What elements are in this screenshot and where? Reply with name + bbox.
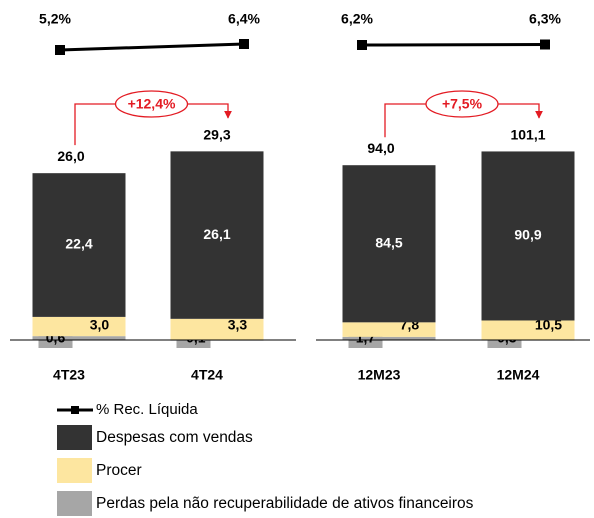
total-label: 26,0 (57, 148, 84, 164)
legend-swatch (57, 458, 92, 483)
annotation: +7,5% (442, 96, 483, 112)
bar-segment (170, 318, 264, 340)
data-label: 3,3 (228, 317, 248, 333)
annotation-bubble (114, 90, 189, 118)
bar-segment (481, 320, 575, 340)
data-label: 84,5 (375, 234, 402, 250)
line-series (59, 42, 245, 52)
legend-marker (71, 406, 79, 414)
x-tick-label: 12M24 (497, 367, 540, 383)
bar-segment (32, 173, 126, 317)
x-tick-label: 4T23 (53, 367, 85, 383)
legend-label: Despesas com vendas (96, 429, 253, 446)
data-label: 10,5 (535, 317, 562, 333)
line-label: 6,4% (228, 11, 260, 27)
data-label: 26,1 (203, 226, 230, 242)
bar-segment (342, 336, 436, 340)
line-label: 5,2% (39, 11, 71, 27)
line-marker (55, 45, 65, 55)
annotation: +12,4% (128, 96, 176, 112)
legend-swatch (57, 491, 92, 516)
legend-swatch (57, 425, 92, 450)
bar-segment (32, 336, 126, 340)
x-tick-label: 4T24 (191, 367, 223, 383)
bar-segment (170, 151, 264, 319)
total-label: 29,3 (203, 127, 230, 143)
x-tick-label: 12M23 (358, 367, 401, 383)
bar-segment (32, 316, 126, 337)
legend-label: Procer (96, 462, 142, 479)
line-marker (239, 39, 249, 49)
line-marker (357, 40, 367, 50)
bar-segment (481, 151, 575, 321)
bar-segment (342, 165, 436, 323)
total-label: 94,0 (367, 140, 394, 156)
line-series (361, 43, 546, 47)
bar-segment (342, 322, 436, 337)
data-label: 90,9 (514, 227, 541, 243)
total-label: 101,1 (510, 127, 545, 143)
annotation-bubble (425, 90, 499, 118)
data-label: 22,4 (65, 236, 92, 252)
line-marker (540, 39, 550, 50)
data-label: 3,0 (90, 317, 110, 333)
line-label: 6,3% (529, 11, 561, 27)
legend-label: % Rec. Líquida (96, 401, 198, 418)
line-label: 6,2% (341, 11, 373, 27)
legend-label: Perdas pela não recuperabilidade de ativ… (96, 495, 474, 512)
